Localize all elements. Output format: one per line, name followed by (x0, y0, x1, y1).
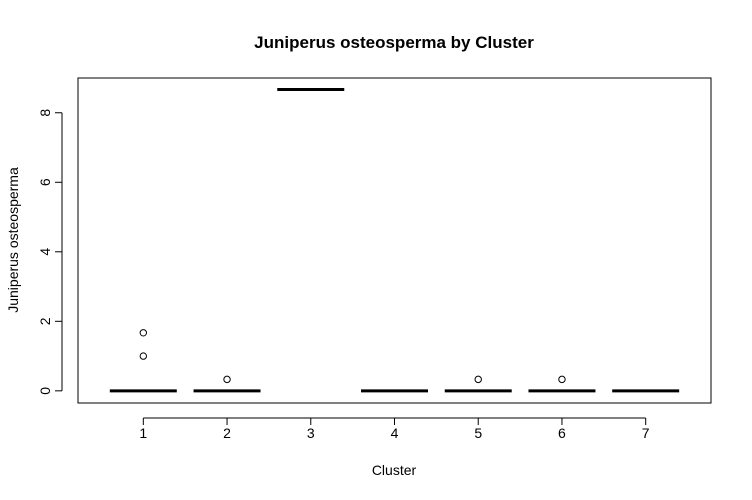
x-tick-label: 1 (139, 425, 147, 441)
y-tick-label: 2 (37, 317, 53, 325)
box-group (193, 375, 261, 393)
outlier-point (558, 375, 566, 384)
y-tick-label: 4 (37, 248, 53, 256)
x-axis: 1 2 3 4 5 6 7 (139, 417, 650, 441)
y-tick-label: 8 (37, 109, 53, 117)
x-tick-label: 2 (223, 425, 231, 441)
x-tick-label: 7 (642, 425, 650, 441)
x-axis-label: Cluster (372, 462, 417, 478)
y-tick-label: 6 (37, 178, 53, 186)
outlier-point (139, 329, 148, 337)
chart-title: Juniperus osteosperma by Cluster (254, 33, 534, 52)
outlier-point (474, 375, 482, 384)
outlier-point (223, 375, 231, 384)
x-tick-label: 5 (474, 425, 482, 441)
y-tick-label: 0 (37, 387, 53, 395)
y-axis-label: Juniperus osteosperma (5, 167, 21, 313)
box-series (109, 87, 680, 393)
x-tick-label: 4 (391, 425, 399, 441)
box-group (444, 375, 512, 393)
x-tick-label: 3 (307, 425, 315, 441)
x-tick-label: 6 (558, 425, 566, 441)
box-group (528, 375, 596, 393)
outlier-point (139, 352, 148, 360)
y-axis: 0 2 4 6 8 (37, 109, 63, 395)
box-group (109, 329, 177, 393)
plot-frame (77, 77, 712, 404)
